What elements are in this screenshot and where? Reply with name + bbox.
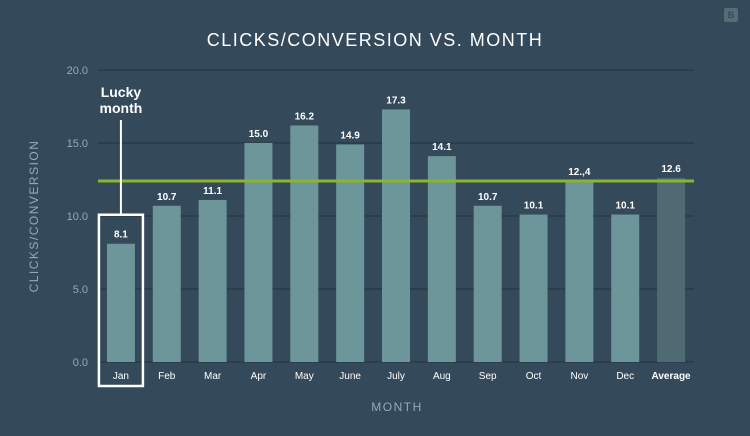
bar [336, 144, 365, 362]
data-label: 14.9 [340, 130, 360, 141]
x-axis-title: MONTH [371, 400, 423, 414]
bars [106, 109, 686, 362]
chart-title: CLICKS/CONVERSION VS. MONTH [207, 30, 544, 50]
data-label: 10.1 [524, 201, 544, 212]
y-tick-label: 0.0 [73, 357, 88, 369]
data-label: 10.1 [615, 201, 635, 212]
data-label: 10.7 [478, 192, 498, 203]
x-tick-label: Apr [251, 371, 267, 382]
highlight-annotation: Lucky month [97, 84, 145, 388]
bar [152, 205, 181, 362]
data-label: 12.6 [661, 164, 681, 175]
bar [382, 109, 410, 362]
x-tick-label: Oct [526, 371, 542, 382]
brand-badge: B [724, 8, 738, 22]
y-tick-label: 20.0 [67, 65, 88, 77]
y-axis-title: CLICKS/CONVERSION [27, 140, 41, 293]
data-label: 15.0 [249, 129, 269, 140]
data-label: 12.,4 [568, 167, 591, 178]
x-tick-label: Feb [158, 371, 176, 382]
x-tick-label: Dec [616, 371, 634, 382]
x-tick-label: June [339, 371, 361, 382]
data-label: 17.3 [386, 95, 406, 106]
x-tick-label: Jan [113, 371, 129, 382]
x-tick-label: Aug [433, 371, 451, 382]
x-tick-label: July [387, 371, 405, 382]
data-label: 8.1 [114, 230, 128, 241]
x-tick-label: May [295, 371, 314, 382]
bar [290, 125, 319, 362]
x-tick-label: Nov [570, 371, 588, 382]
labels: 8.1 Jan 10.7 Feb 11.1 Mar 15.0 Apr 16.2 May 14.9 Ju… [113, 95, 691, 382]
data-label: 14.1 [432, 142, 452, 153]
data-label: 16.2 [295, 111, 315, 122]
bar [198, 199, 227, 362]
bar [565, 180, 594, 362]
bar [611, 214, 640, 362]
bar [427, 156, 456, 362]
bar [244, 143, 273, 362]
bar [519, 214, 548, 362]
bar [657, 178, 686, 362]
data-label: 11.1 [203, 186, 222, 197]
x-tick-label: Mar [204, 371, 222, 382]
x-tick-label: Sep [479, 371, 497, 382]
data-label: 10.7 [157, 192, 177, 203]
x-tick-label: Average [652, 371, 692, 382]
bar [473, 205, 502, 362]
bar [106, 243, 135, 362]
y-tick-label: 5.0 [73, 284, 88, 296]
y-tick-label: 15.0 [67, 138, 88, 150]
y-tick-label: 10.0 [67, 211, 88, 223]
highlight-label: Lucky month [100, 84, 143, 116]
